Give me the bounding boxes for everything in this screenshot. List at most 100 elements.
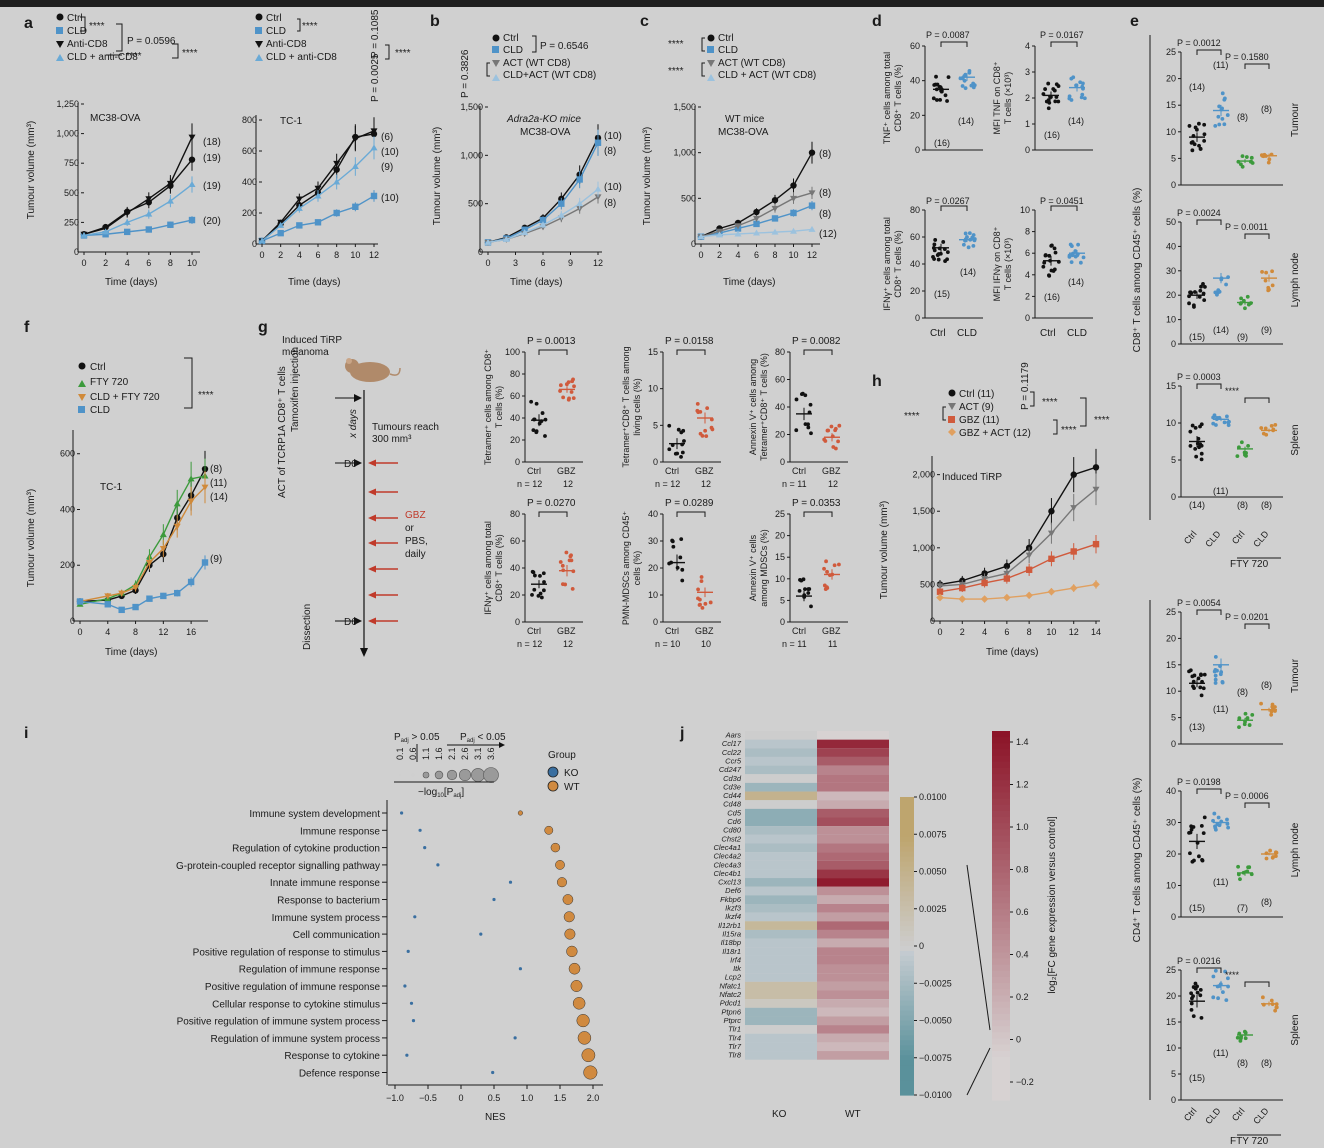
data-point (933, 238, 938, 242)
colorbar-wt-band (992, 737, 1010, 744)
legend-label: CLD + ACT (WT CD8) (718, 70, 816, 81)
y-tick-label: 60 (775, 375, 785, 385)
data-point (1245, 294, 1250, 299)
y-tick-label: 0 (70, 616, 75, 626)
colorbar-wt-band (992, 804, 1010, 812)
data-point (1070, 471, 1077, 478)
data-point (1264, 856, 1269, 861)
n-label: (8) (819, 209, 831, 220)
data-point (981, 579, 988, 587)
data-point (700, 605, 705, 610)
gene-label: Tlr7 (728, 1042, 742, 1051)
data-point (1187, 830, 1191, 835)
data-point (945, 257, 949, 262)
legend-label: Ctrl (266, 13, 282, 24)
data-point (187, 498, 195, 505)
legend-label: CLD (718, 45, 738, 56)
heat-cell-wt (817, 1042, 889, 1052)
colorbar-wt-band (992, 1081, 1010, 1089)
legend-label: Anti-CD8 (67, 39, 108, 50)
colorbar-connector (966, 864, 991, 1031)
data-point (936, 583, 944, 590)
legend-label: CLD (67, 26, 87, 37)
colorbar-wt-band (992, 977, 1010, 984)
data-point (1197, 143, 1201, 148)
panel-f-n-labels: (8) (11) (14) (9) (210, 464, 228, 565)
data-point (563, 582, 568, 587)
series-line (83, 219, 193, 237)
data-point (675, 565, 680, 570)
legend-label: CLD+ACT (WT CD8) (503, 70, 596, 81)
colorbar-label: 0 (919, 941, 924, 951)
heat-cell-wt (817, 731, 889, 740)
data-point (1243, 1030, 1248, 1035)
data-point (682, 439, 686, 443)
data-point (1270, 704, 1275, 709)
data-point (831, 445, 836, 449)
data-point (145, 210, 153, 217)
data-point (295, 196, 303, 203)
data-point (1201, 831, 1206, 836)
y-tick-label: 15 (1166, 100, 1176, 110)
x-tick-label: 2 (717, 250, 722, 260)
data-point (1052, 88, 1057, 93)
y-tick-label: 20 (775, 531, 785, 541)
heat-cell-wt (817, 964, 889, 974)
data-point (132, 603, 139, 611)
data-point (971, 243, 976, 248)
x-category: CLD (1251, 1105, 1271, 1126)
size-legend-dot (434, 770, 444, 780)
data-point (1259, 426, 1264, 430)
data-point (1247, 723, 1252, 727)
colorbar-wt-band (992, 890, 1010, 898)
data-point (104, 593, 112, 600)
figure-panel: a b c d e f g h i j Ctrl CLD Anti-CD8 CL… (0, 7, 1324, 1148)
n-label: (14) (1068, 277, 1084, 287)
data-point (1246, 443, 1250, 448)
x-tick-label: 10 (187, 258, 197, 268)
colorbar-ko-band (900, 846, 914, 853)
x-category: GBZ (822, 626, 841, 636)
gene-label: Cd5 (727, 808, 742, 817)
sig-stars: **** (198, 390, 214, 401)
colorbar-ko-band (900, 797, 914, 803)
x-tick-label: 14 (1091, 627, 1101, 637)
heat-cell-ko (745, 929, 817, 939)
n-label: (8) (604, 198, 616, 209)
data-point (1048, 555, 1055, 562)
data-point (771, 196, 779, 204)
colorbar-ko-band (900, 1020, 914, 1027)
heat-cell-ko (745, 947, 817, 956)
gene-label: Cd3d (723, 774, 742, 783)
heat-cell-wt (817, 869, 889, 879)
data-point (1199, 823, 1204, 828)
gene-label: Cxcl13 (718, 878, 742, 887)
data-point (1213, 681, 1218, 685)
padj-sub: adj (401, 738, 409, 744)
data-point (1042, 260, 1047, 265)
data-point (1047, 530, 1055, 537)
data-point (696, 596, 700, 601)
colorbar-wt-band (992, 731, 1010, 738)
svg-text:−log10[Padj]: −log10[Padj] (418, 787, 464, 799)
y-tick-label: 80 (510, 369, 520, 379)
data-point (1246, 865, 1250, 870)
data-point (704, 434, 709, 439)
data-point (576, 200, 584, 207)
y-tick-label: 1,500 (460, 102, 483, 112)
legend-label: FTY 720 (90, 377, 129, 388)
chart-title: WT mice (725, 114, 765, 125)
data-point (1217, 104, 1222, 109)
n-label: n = 11 (782, 479, 807, 489)
data-point (1224, 998, 1229, 1003)
legend-label: Ctrl (67, 13, 83, 24)
colorbar-wt-band (992, 995, 1010, 1003)
data-point (1199, 693, 1204, 698)
panel-j-labels: KO WT log₂[FC gene expression versus con… (772, 816, 1058, 1120)
y-tick-label: 60 (510, 391, 520, 401)
data-point (670, 539, 675, 544)
y-tick-label: 0 (780, 457, 785, 467)
p-value: P = 0.0012 (1177, 38, 1221, 48)
heat-cell-wt (817, 1007, 889, 1017)
n-label: (16) (1044, 292, 1060, 302)
